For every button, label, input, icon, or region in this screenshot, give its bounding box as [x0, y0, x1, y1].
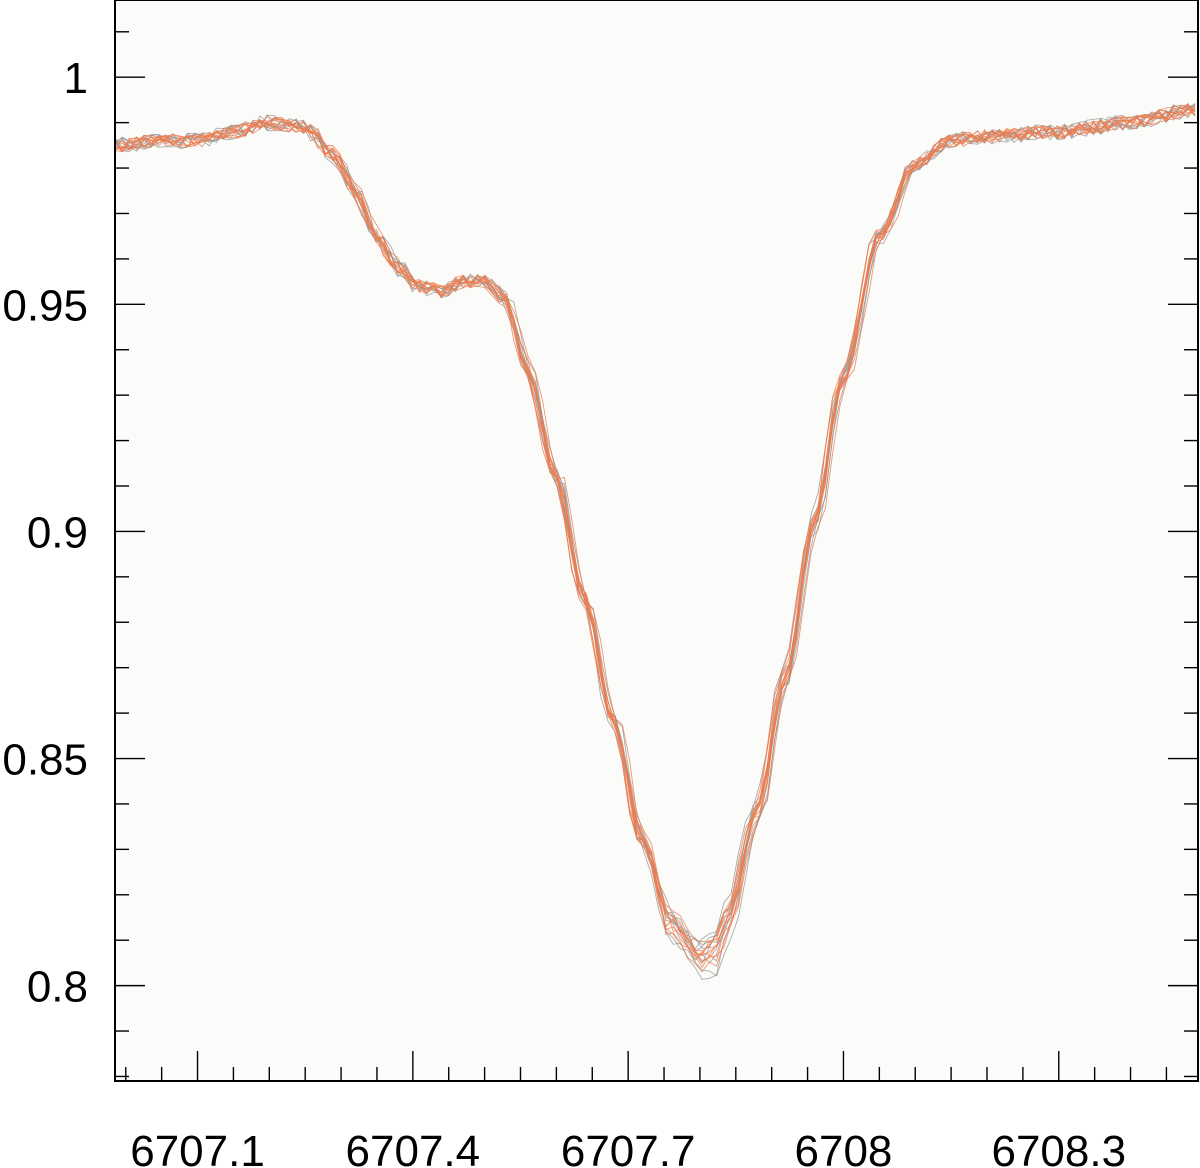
y-tick-label: 0.95	[2, 281, 88, 330]
orange-series-line	[114, 104, 1196, 973]
series-layer	[114, 102, 1196, 980]
x-tick-label: 6708.3	[991, 1127, 1126, 1168]
x-tick-label: 6707.1	[130, 1127, 265, 1168]
y-tick-label: 1	[64, 54, 88, 103]
plot-background	[115, 0, 1198, 1081]
x-tick-label: 6707.4	[346, 1127, 481, 1168]
x-tick-label: 6708	[795, 1127, 893, 1168]
x-tick-label: 6707.7	[561, 1127, 696, 1168]
y-tick-label: 0.85	[2, 736, 88, 785]
y-tick-label: 0.8	[27, 963, 88, 1012]
orange-series-line	[114, 102, 1196, 956]
tick-labels: 6707.1 6707.4 6707.7 6708 6708.3 0.8 0.85 0.9 0.…	[2, 54, 1126, 1168]
plot-frame	[114, 0, 1199, 1082]
ticks-layer	[115, 31, 1198, 1081]
y-tick-label: 0.9	[27, 508, 88, 557]
